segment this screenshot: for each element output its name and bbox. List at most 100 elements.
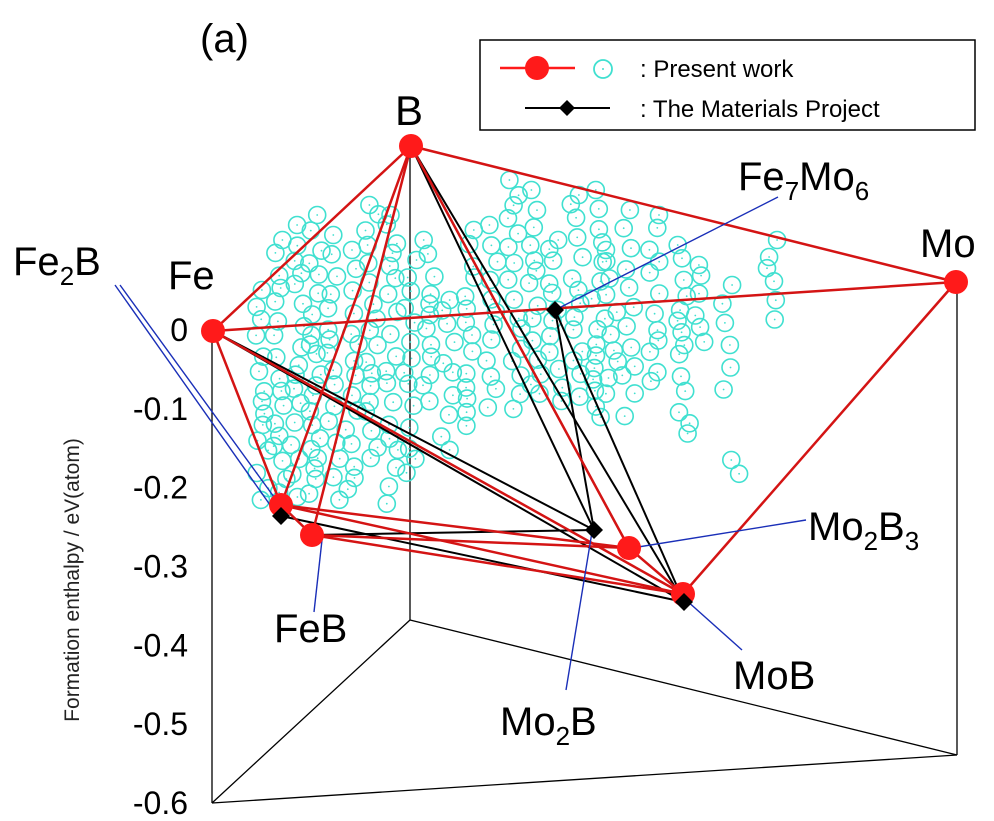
- candidate-point-center: [316, 214, 319, 216]
- label-mob: MoB: [733, 654, 815, 698]
- candidate-point-center: [656, 371, 659, 374]
- candidate-point: [641, 371, 661, 391]
- candidate-point-center: [255, 306, 258, 308]
- candidate-point-center: [313, 467, 316, 470]
- present-hull-edge: [279, 145, 413, 506]
- candidate-point-center: [388, 437, 391, 440]
- candidate-point: [672, 248, 692, 268]
- candidate-point-center: [472, 229, 475, 231]
- candidate-point-center: [414, 458, 417, 460]
- candidate-point-center: [309, 343, 311, 346]
- candidate-point-center: [572, 359, 575, 362]
- candidate-point: [647, 218, 667, 238]
- candidate-point: [714, 380, 733, 399]
- candidate-point-center: [490, 375, 492, 378]
- candidate-structures: [246, 170, 787, 514]
- candidate-point-center: [533, 259, 536, 262]
- candidate-point-center: [310, 448, 313, 451]
- candidate-point-center: [353, 465, 356, 468]
- candidate-point-center: [575, 216, 577, 219]
- candidate-point-center: [576, 236, 579, 239]
- candidate-point: [445, 332, 464, 352]
- candidate-point: [668, 311, 687, 331]
- candidate-point: [282, 464, 302, 484]
- candidate-point: [675, 381, 695, 401]
- candidate-point-center: [622, 227, 625, 230]
- candidate-point: [668, 235, 688, 255]
- legend-box: [479, 39, 976, 131]
- candidate-point-center: [309, 410, 311, 413]
- candidate-point-center: [368, 329, 371, 332]
- candidate-point: [302, 325, 321, 345]
- present-hull-edge: [682, 281, 957, 595]
- candidate-point: [480, 215, 499, 235]
- candidate-point-center: [350, 333, 353, 335]
- present-hull-edge: [311, 533, 630, 550]
- candidate-point: [591, 272, 610, 291]
- candidate-point: [443, 362, 463, 382]
- candidate-point: [406, 449, 425, 469]
- candidate-point-center: [698, 264, 700, 266]
- candidate-point-center: [413, 321, 416, 324]
- candidate-point: [397, 463, 416, 483]
- candidate-point: [552, 391, 571, 411]
- candidate-point-center: [625, 268, 627, 271]
- callout-line: [119, 284, 283, 509]
- candidate-point: [486, 379, 506, 399]
- candidate-point: [376, 361, 396, 381]
- candidate-point-center: [330, 253, 333, 256]
- candidate-point: [680, 413, 699, 433]
- legend-mp-marker: [559, 100, 575, 116]
- candidate-point: [302, 305, 322, 324]
- candidate-point-center: [422, 384, 424, 387]
- candidate-point-center: [724, 322, 726, 324]
- candidate-point: [481, 367, 501, 386]
- candidate-point-center: [731, 284, 733, 286]
- candidate-point-center: [332, 234, 335, 236]
- candidate-point-center: [388, 485, 390, 488]
- candidate-point-center: [267, 449, 269, 452]
- candidate-point: [694, 332, 714, 352]
- candidate-point-center: [369, 457, 372, 459]
- candidate-point-center: [649, 350, 651, 353]
- candidate-point: [691, 266, 711, 285]
- hull-edges: [211, 144, 957, 603]
- candidate-point: [669, 344, 689, 364]
- callout-line: [554, 196, 779, 311]
- candidate-point: [368, 335, 387, 355]
- present-hull-edge: [310, 145, 413, 536]
- candidate-point: [478, 398, 498, 417]
- candidate-point: [524, 251, 544, 270]
- candidate-point: [463, 342, 482, 361]
- candidate-point: [431, 427, 451, 446]
- candidate-point-center: [632, 306, 635, 309]
- candidate-point-center: [577, 289, 580, 291]
- candidate-point-center: [613, 349, 615, 352]
- z-tick-label: -0.5: [133, 706, 188, 742]
- candidate-point-center: [605, 249, 607, 251]
- candidate-point-center: [594, 389, 596, 392]
- candidate-point-center: [549, 335, 552, 338]
- candidate-point: [566, 208, 586, 228]
- candidate-point: [362, 363, 382, 383]
- candidate-point: [381, 324, 400, 344]
- candidate-point-center: [471, 350, 474, 353]
- present-hull-edge: [280, 503, 684, 596]
- candidate-point: [300, 335, 320, 354]
- candidate-point: [586, 335, 606, 354]
- candidate-point: [690, 317, 710, 337]
- candidate-point: [378, 284, 398, 304]
- candidate-point: [268, 312, 288, 331]
- candidate-point-center: [688, 422, 691, 425]
- present-hull-edge: [311, 533, 684, 596]
- candidate-point-center: [609, 333, 612, 336]
- candidate-point-center: [529, 244, 532, 247]
- candidate-point-center: [548, 351, 551, 353]
- candidate-point: [318, 298, 338, 318]
- candidate-point-center: [774, 299, 777, 302]
- candidate-point-center: [366, 244, 369, 246]
- candidate-point: [281, 435, 301, 455]
- candidate-point-center: [495, 387, 497, 390]
- candidate-point: [342, 434, 361, 454]
